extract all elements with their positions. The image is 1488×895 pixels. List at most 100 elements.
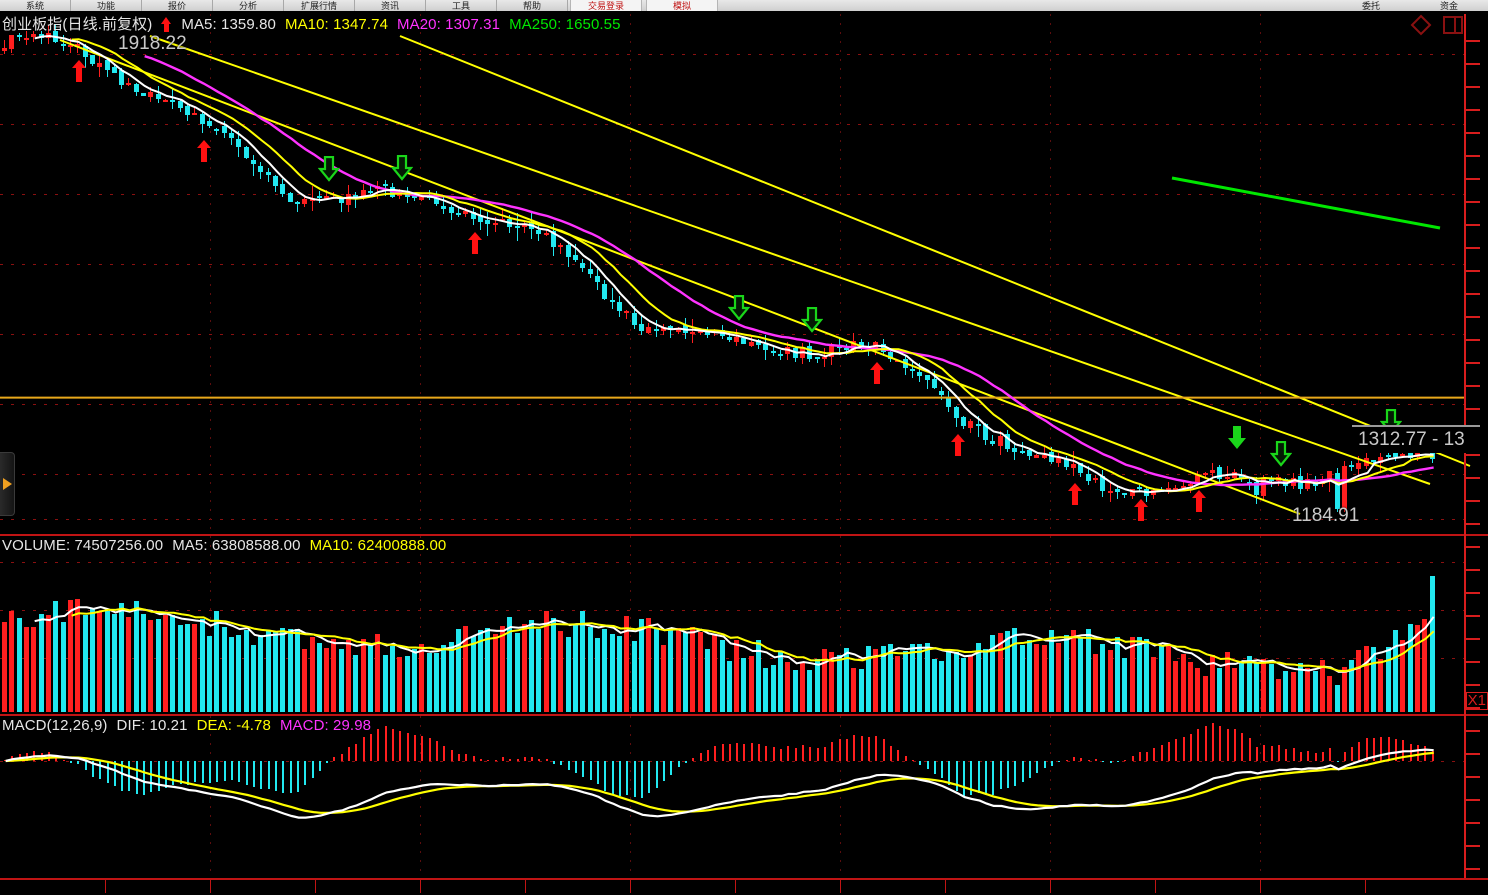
price-chart-panel[interactable]: 1918.22 1184.91 1312.77 - 13 bbox=[0, 14, 1488, 534]
menu-item-function[interactable]: 功能 bbox=[71, 0, 142, 11]
macd-histogram-bar bbox=[1146, 751, 1148, 761]
macd-vgridline bbox=[630, 716, 631, 880]
macd-histogram-bar bbox=[121, 761, 123, 791]
volume-bar bbox=[968, 655, 973, 712]
volume-bar bbox=[1086, 629, 1091, 712]
menu-item-news[interactable]: 资讯 bbox=[355, 0, 426, 11]
high-price-label: 1918.22 bbox=[118, 33, 187, 54]
volume-bar bbox=[551, 618, 556, 712]
candlestick bbox=[610, 299, 615, 302]
volume-bar bbox=[148, 620, 153, 712]
volume-bar bbox=[800, 662, 805, 712]
trade-login-button[interactable]: 交易登录 bbox=[570, 0, 642, 11]
axis-tick bbox=[525, 880, 526, 893]
candlestick bbox=[119, 70, 124, 85]
candlestick bbox=[602, 283, 607, 300]
simulation-button[interactable]: 模拟 bbox=[646, 0, 718, 11]
macd-histogram-bar bbox=[1234, 728, 1236, 761]
macd-histogram-bar bbox=[333, 757, 335, 761]
volume-bar bbox=[632, 641, 637, 712]
volume-bar bbox=[756, 640, 761, 712]
candlestick bbox=[712, 330, 717, 334]
panel-corner-controls[interactable] bbox=[1410, 14, 1464, 36]
menu-item-quotes[interactable]: 报价 bbox=[142, 0, 213, 11]
candlestick bbox=[141, 93, 146, 97]
macd-histogram-bar bbox=[743, 743, 745, 761]
volume-bar bbox=[1239, 662, 1244, 712]
macd-histogram-bar bbox=[692, 758, 694, 761]
candlestick bbox=[258, 166, 263, 173]
macd-histogram-bar bbox=[831, 741, 833, 761]
price-gridline bbox=[0, 124, 1466, 125]
candlestick bbox=[390, 186, 395, 198]
price-axis-tick bbox=[1466, 408, 1480, 410]
volume-bar bbox=[1371, 647, 1376, 712]
candlestick bbox=[244, 147, 249, 158]
macd-histogram-bar bbox=[1285, 748, 1287, 761]
candle-wick bbox=[172, 89, 173, 110]
menu-item-tools[interactable]: 工具 bbox=[426, 0, 497, 11]
candlestick bbox=[339, 198, 344, 203]
volume-bar bbox=[1393, 630, 1398, 712]
macd-histogram-bar bbox=[1139, 752, 1141, 761]
candlestick bbox=[1408, 453, 1413, 459]
volume-bar bbox=[1217, 668, 1222, 712]
macd-histogram-bar bbox=[407, 733, 409, 761]
funds-button[interactable]: 资金 bbox=[1439, 1, 1458, 11]
volume-bar bbox=[917, 644, 922, 712]
macd-histogram-bar bbox=[817, 747, 819, 761]
volume-bar bbox=[946, 651, 951, 712]
macd-histogram-bar bbox=[648, 761, 650, 793]
candlestick bbox=[536, 229, 541, 235]
volume-chart-panel[interactable] bbox=[0, 534, 1488, 716]
volume-bar bbox=[573, 624, 578, 712]
candlestick bbox=[1430, 452, 1435, 459]
macd-histogram-bar bbox=[19, 753, 21, 761]
volume-bar bbox=[1422, 619, 1427, 712]
candle-wick bbox=[4, 40, 5, 54]
menu-item-extended-quotes[interactable]: 扩展行情 bbox=[284, 0, 355, 11]
volume-bar bbox=[97, 612, 102, 712]
volume-bar bbox=[1430, 576, 1435, 712]
menu-item-help[interactable]: 帮助 bbox=[497, 0, 568, 11]
macd-chart-panel[interactable] bbox=[0, 714, 1488, 880]
candlestick bbox=[903, 358, 908, 368]
volume-bar bbox=[288, 629, 293, 712]
candlestick bbox=[375, 186, 380, 190]
diamond-icon[interactable] bbox=[1410, 14, 1432, 36]
low-price-label: 1184.91 bbox=[1292, 505, 1360, 526]
volume-bar bbox=[244, 630, 249, 712]
volume-bar bbox=[1378, 659, 1383, 712]
candlestick bbox=[698, 331, 703, 334]
candlestick bbox=[1012, 447, 1017, 452]
scale-badge[interactable]: X1 bbox=[1465, 692, 1488, 710]
split-panel-icon[interactable] bbox=[1442, 14, 1464, 36]
price-vgridline bbox=[420, 14, 421, 534]
candlestick bbox=[97, 62, 102, 67]
macd-histogram-bar bbox=[927, 761, 929, 769]
cursor-tooltip: 1312.77 - 13 bbox=[1352, 425, 1480, 453]
macd-histogram-bar bbox=[1014, 761, 1016, 786]
sidebar-expand-handle[interactable] bbox=[0, 452, 15, 516]
candlestick bbox=[1130, 488, 1135, 496]
volume-bar bbox=[331, 639, 336, 712]
candlestick bbox=[1276, 477, 1281, 481]
menu-item-analysis[interactable]: 分析 bbox=[213, 0, 284, 11]
candlestick bbox=[558, 245, 563, 248]
volume-bar bbox=[683, 632, 688, 712]
candlestick bbox=[961, 417, 966, 427]
macd-histogram-bar bbox=[458, 753, 460, 761]
candlestick bbox=[573, 255, 578, 261]
volume-bar bbox=[46, 615, 51, 712]
price-axis-tick bbox=[1466, 109, 1480, 111]
orders-button[interactable]: 委托 bbox=[1361, 1, 1380, 11]
candlestick bbox=[1122, 493, 1127, 496]
candlestick bbox=[990, 441, 995, 444]
candlestick bbox=[1144, 488, 1149, 496]
macd-histogram-bar bbox=[1044, 761, 1046, 769]
menu-item-system[interactable]: 系统 bbox=[0, 0, 71, 11]
volume-bar bbox=[507, 617, 512, 712]
candlestick bbox=[771, 350, 776, 353]
volume-bar bbox=[1210, 655, 1215, 712]
candlestick bbox=[1335, 472, 1340, 509]
